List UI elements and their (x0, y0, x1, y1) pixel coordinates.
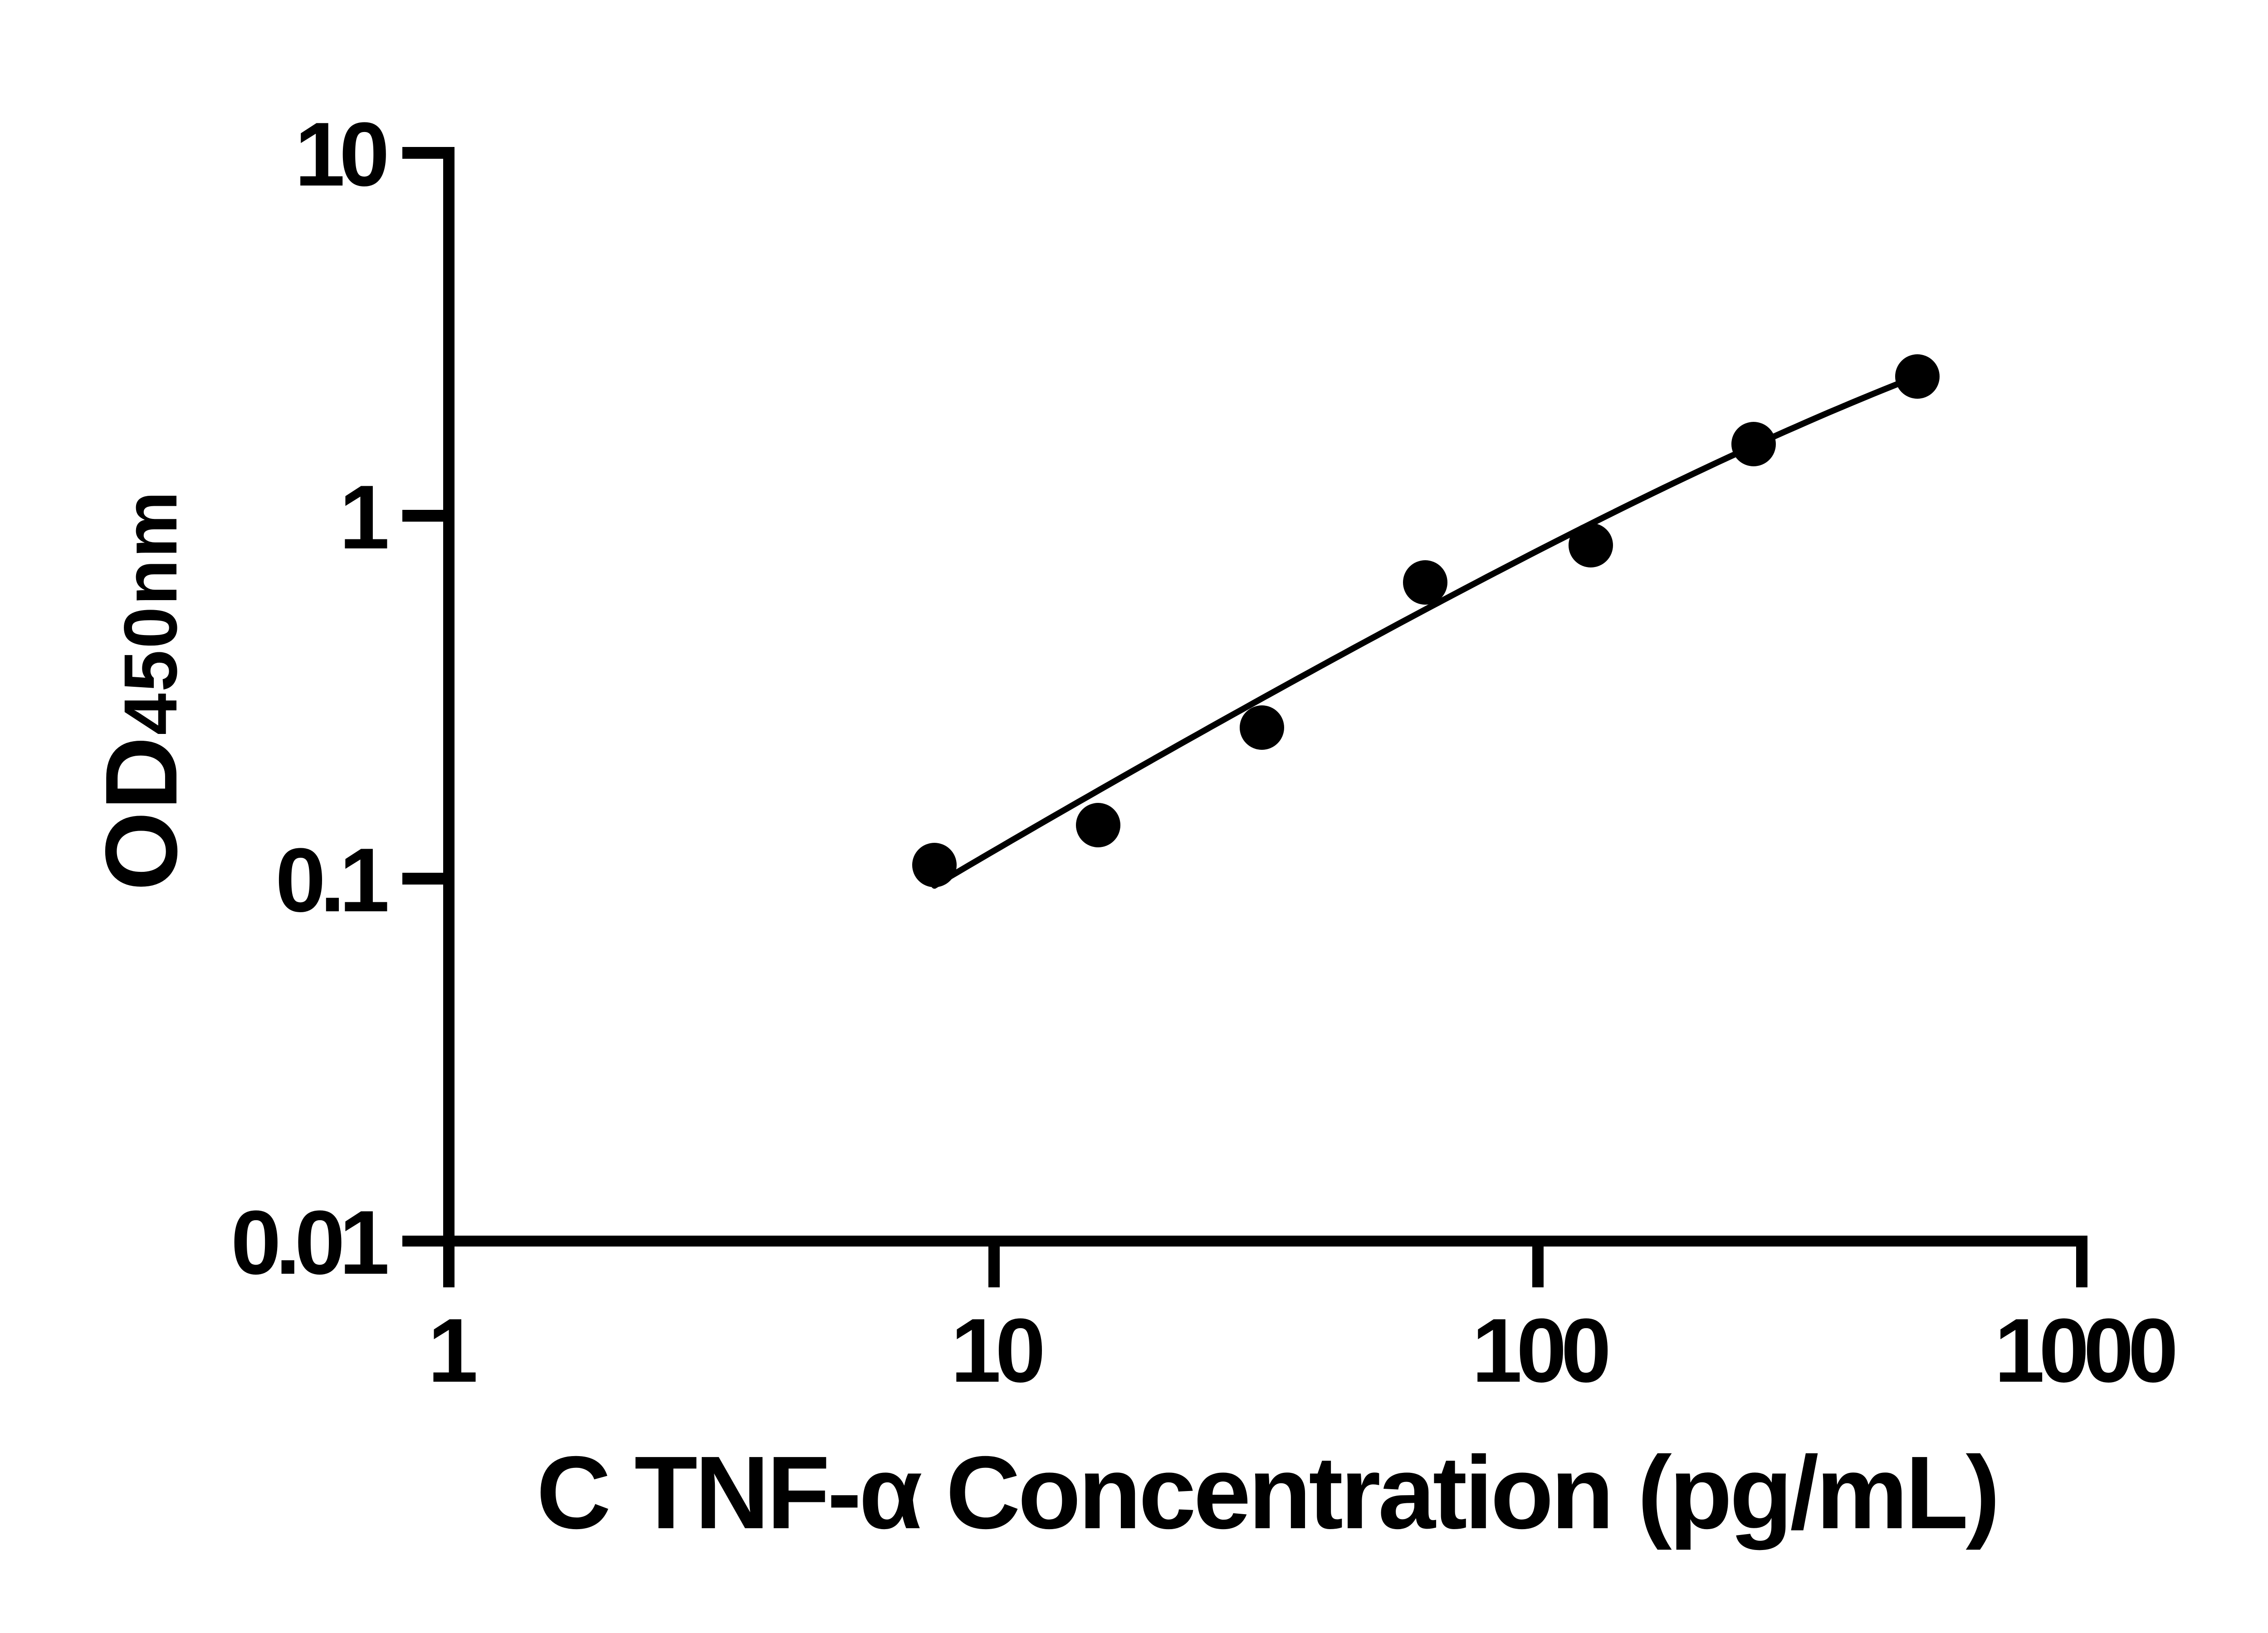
svg-text:0.01: 0.01 (231, 1192, 387, 1293)
svg-text:1: 1 (428, 1300, 476, 1401)
svg-text:0.1: 0.1 (275, 830, 387, 931)
svg-text:C TNF-α Concentration (pg/mL): C TNF-α Concentration (pg/mL) (536, 1435, 1997, 1550)
svg-text:10: 10 (295, 104, 386, 205)
svg-text:1: 1 (339, 467, 387, 568)
svg-text:OD450nm: OD450nm (84, 490, 198, 891)
svg-text:10: 10 (951, 1300, 1042, 1401)
svg-text:100: 100 (1472, 1300, 1608, 1401)
svg-text:1000: 1000 (1994, 1300, 2175, 1401)
